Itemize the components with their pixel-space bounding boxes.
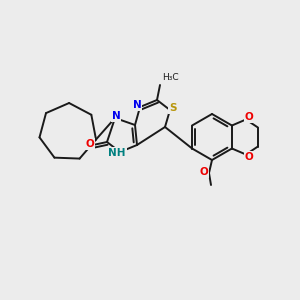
Text: O: O (244, 112, 253, 122)
Text: O: O (244, 152, 253, 161)
Text: H₃C: H₃C (162, 73, 178, 82)
Text: N: N (133, 100, 141, 110)
Text: S: S (169, 103, 177, 113)
Text: O: O (200, 167, 208, 177)
Text: N: N (112, 111, 120, 121)
Text: NH: NH (108, 148, 126, 158)
Text: O: O (85, 139, 94, 149)
